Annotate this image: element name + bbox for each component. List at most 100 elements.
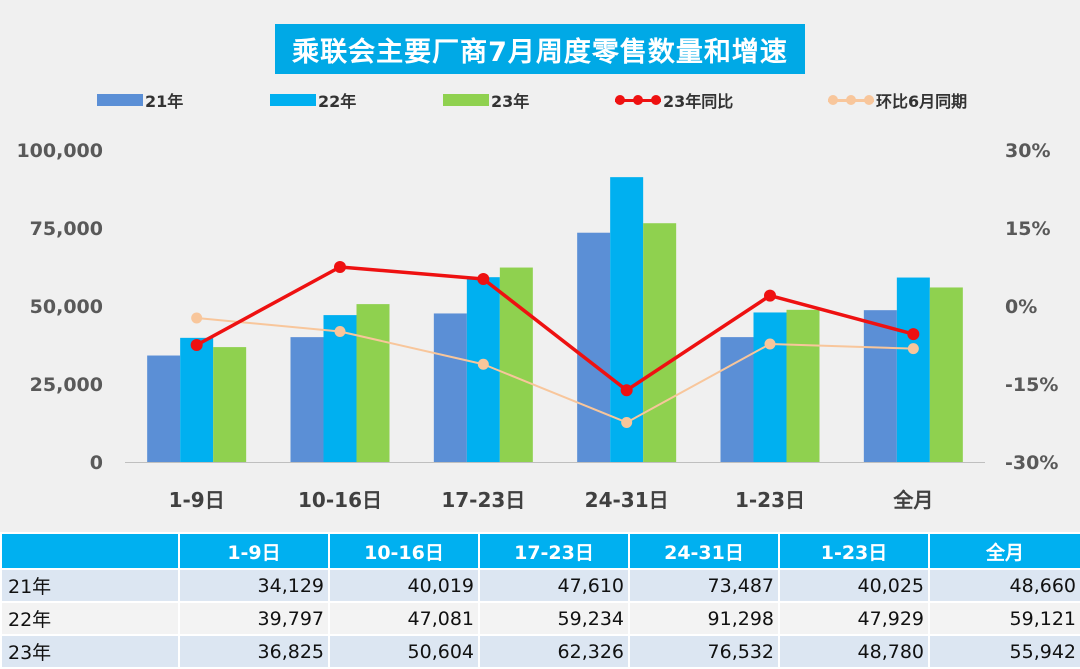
bar-21 — [147, 355, 181, 462]
table-cell: 34,129 — [178, 568, 330, 603]
x-tick-label: 全月 — [892, 488, 933, 512]
y-left-tick-label: 0 — [90, 452, 103, 474]
table-cell: 55,942 — [928, 634, 1080, 669]
x-tick-label: 10-16日 — [298, 488, 382, 512]
bar-22 — [323, 315, 357, 462]
legend-label-23: 23年 — [491, 92, 530, 111]
y-right-tick-label: -15% — [1005, 374, 1058, 396]
bar-23 — [786, 309, 820, 462]
bar-23 — [356, 304, 390, 462]
table-cell: 48,660 — [928, 568, 1080, 603]
point-mom — [907, 343, 919, 355]
y-right-tick-label: 30% — [1005, 140, 1050, 162]
table-cell: 48,780 — [778, 634, 930, 669]
point-mom — [764, 338, 776, 350]
table-cell: 47,081 — [328, 601, 480, 636]
table-cell: 59,121 — [928, 601, 1080, 636]
point-mom — [621, 416, 633, 428]
bar-21 — [720, 337, 754, 462]
point-yoy — [907, 328, 920, 341]
table-cell: 91,298 — [628, 601, 780, 636]
bar-22 — [610, 177, 644, 462]
table-row: 22年 39,797 47,081 59,234 91,298 47,929 5… — [0, 601, 1080, 636]
bar-21 — [433, 313, 467, 462]
chart-title-box: 乘联会主要厂商7月周度零售数量和增速 — [275, 24, 805, 74]
legend-item-21: 21年 — [97, 88, 183, 112]
legend-label-22: 22年 — [318, 92, 357, 111]
chart-title: 乘联会主要厂商7月周度零售数量和增速 — [292, 36, 788, 68]
point-yoy — [190, 339, 203, 351]
legend-line-yoy — [615, 93, 661, 107]
table-cell: 36,825 — [178, 634, 330, 669]
legend-label-mom: 环比6月同期 — [876, 92, 968, 111]
line-mom — [196, 316, 914, 424]
chart-area: 乘联会主要厂商7月周度零售数量和增速 21年 22年 23年 23年同比 — [0, 24, 1080, 512]
point-yoy — [477, 272, 490, 285]
bar-23 — [643, 223, 677, 462]
table-cell: 62,326 — [478, 634, 630, 669]
y-left-tick-label: 25,000 — [30, 374, 103, 396]
bar-21 — [863, 310, 897, 462]
table-cell: 40,025 — [778, 568, 930, 603]
point-yoy — [764, 289, 776, 302]
point-mom — [334, 325, 346, 337]
table-cell: 47,610 — [478, 568, 630, 603]
bar-22 — [180, 337, 214, 462]
x-tick-label: 17-23日 — [441, 488, 525, 512]
legend-item-mom: 环比6月同期 — [828, 88, 967, 112]
legend-label-21: 21年 — [145, 92, 184, 111]
table-header-cell: 1-23日 — [778, 532, 930, 570]
legend-label-yoy: 23年同比 — [663, 92, 734, 111]
legend-item-yoy: 23年同比 — [615, 88, 733, 112]
table-header-cell: 1-9日 — [178, 532, 330, 570]
legend-swatch-23 — [443, 94, 489, 106]
x-tick-label: 24-31日 — [585, 488, 669, 512]
bar-23 — [213, 347, 247, 462]
table-cell: 73,487 — [628, 568, 780, 603]
table-header-cell: 24-31日 — [628, 532, 780, 570]
bar-23 — [499, 267, 533, 462]
bar-21 — [290, 337, 324, 462]
table-header-cell: 17-23日 — [478, 532, 630, 570]
y-left-tick-label: 75,000 — [30, 218, 103, 240]
y-right-tick-label: 0% — [1005, 296, 1037, 318]
chart-plot: 0 25,000 50,000 75,000 100,000 -30% -15% 0% 15% 3… — [16, 140, 1058, 512]
table-cell: 39,797 — [178, 601, 330, 636]
point-yoy — [334, 261, 346, 273]
chart-legend: 21年 22年 23年 23年同比 环比6月 — [0, 88, 1080, 112]
table-header-cell: 全月 — [928, 532, 1080, 570]
table-row-label: 21年 — [0, 568, 180, 603]
table-header-row: 1-9日 10-16日 17-23日 24-31日 1-23日 全月 — [0, 532, 1080, 570]
table-header-cell: 10-16日 — [328, 532, 480, 570]
table-cell: 50,604 — [328, 634, 480, 669]
line-yoy — [195, 265, 914, 392]
data-table: 1-9日 10-16日 17-23日 24-31日 1-23日 全月 21年 3… — [0, 532, 1080, 669]
table-header-corner — [0, 532, 180, 570]
table-cell: 59,234 — [478, 601, 630, 636]
legend-swatch-21 — [97, 94, 143, 106]
table-row: 21年 34,129 40,019 47,610 73,487 40,025 4… — [0, 568, 1080, 603]
y-right-tick-label: 15% — [1005, 218, 1050, 240]
point-yoy — [620, 384, 633, 397]
x-tick-label: 1-9日 — [169, 488, 225, 512]
table-cell: 40,019 — [328, 568, 480, 603]
legend-line-mom — [828, 93, 874, 107]
bar-22 — [896, 277, 930, 462]
y-left-tick-label: 50,000 — [30, 296, 103, 318]
bar-21 — [577, 232, 611, 462]
legend-swatch-22 — [270, 94, 316, 106]
x-tick-label: 1-23日 — [735, 488, 805, 512]
y-left-tick-label: 100,000 — [16, 140, 103, 162]
table-cell: 47,929 — [778, 601, 930, 636]
bar-23 — [929, 287, 963, 462]
table-row: 23年 36,825 50,604 62,326 76,532 48,780 5… — [0, 634, 1080, 669]
legend-item-23: 23年 — [443, 88, 529, 112]
y-right-tick-label: -30% — [1005, 452, 1058, 474]
point-mom — [477, 358, 489, 370]
table-row-label: 23年 — [0, 634, 180, 669]
table-row-label: 22年 — [0, 601, 180, 636]
legend-item-22: 22年 — [270, 88, 356, 112]
point-mom — [191, 312, 203, 324]
table-cell: 76,532 — [628, 634, 780, 669]
bar-22 — [753, 312, 787, 462]
